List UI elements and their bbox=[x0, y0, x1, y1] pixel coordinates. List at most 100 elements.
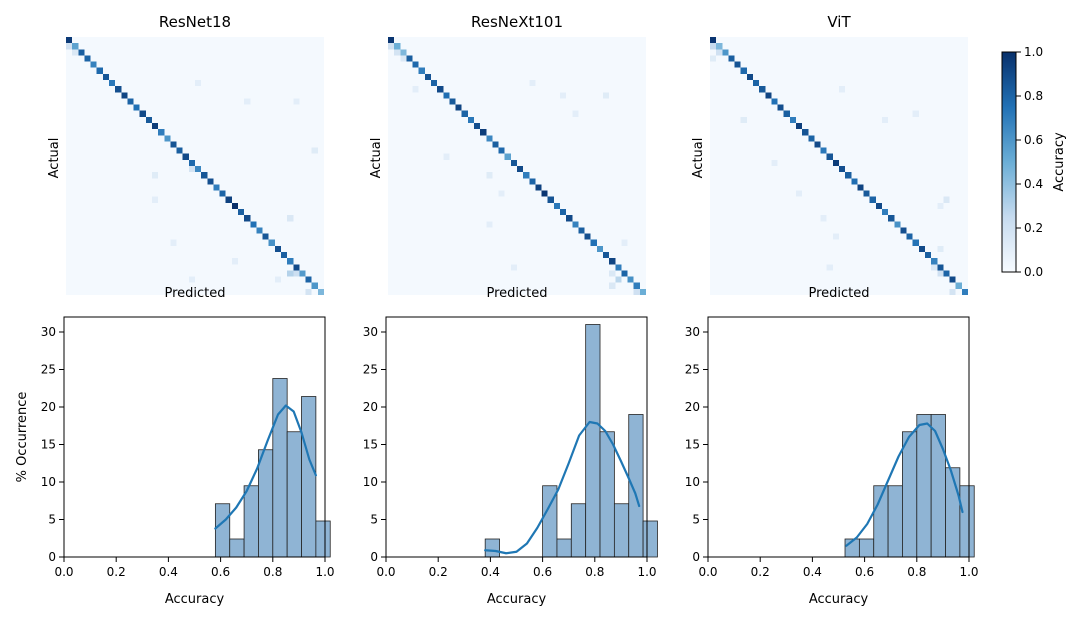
heatmap-diagonal-cell bbox=[590, 239, 597, 246]
heatmap-diagonal-cell bbox=[406, 55, 413, 62]
heatmap-diagonal-cell bbox=[311, 282, 318, 289]
histogram-panel-resnet18: 0.0 0.2 0.4 0.6 0.8 1.0 0 5 10 15 20 25 30 Accuracy bbox=[41, 316, 335, 607]
histogram-bar bbox=[858, 538, 875, 558]
histogram-bar bbox=[556, 538, 572, 558]
heatmap-diagonal-cell bbox=[424, 73, 431, 80]
heatmap-cell bbox=[937, 270, 944, 277]
y-tick-label: 15 bbox=[363, 438, 378, 452]
heatmap-cell bbox=[931, 264, 938, 271]
x-tick-label: 0.8 bbox=[907, 565, 926, 579]
heatmap-diagonal-cell bbox=[740, 67, 747, 74]
heatmap-title: ViT bbox=[827, 13, 851, 31]
x-tick-label: 0.8 bbox=[263, 565, 282, 579]
y-tick-label: 5 bbox=[692, 513, 700, 527]
heatmap-cell bbox=[609, 270, 616, 277]
heatmap-diagonal-cell bbox=[281, 252, 288, 259]
heatmap-cell bbox=[609, 282, 616, 289]
heatmap-diagonal-cell bbox=[152, 123, 159, 130]
histogram-bar bbox=[258, 449, 274, 558]
kde-line bbox=[845, 422, 964, 547]
y-tick-label: 15 bbox=[41, 438, 56, 452]
heatmap-diagonal-cell bbox=[176, 147, 183, 154]
heatmap-cell bbox=[771, 159, 778, 166]
heatmap-diagonal-cell bbox=[615, 264, 622, 271]
heatmap-panel-resnet18: ResNet18 Actual Predicted bbox=[47, 13, 324, 301]
heatmap-diagonal-cell bbox=[535, 184, 542, 191]
heatmap-diagonal-cell bbox=[869, 196, 876, 203]
x-tick-label: 0.0 bbox=[376, 565, 395, 579]
heatmap-diagonal-cell bbox=[857, 184, 864, 191]
heatmap-diagonal-cell bbox=[474, 123, 481, 130]
heatmap-ylabel: Actual bbox=[691, 138, 706, 179]
heatmap-diagonal-cell bbox=[305, 276, 312, 283]
heatmap-cell bbox=[274, 276, 281, 283]
heatmap-diagonal-cell bbox=[449, 98, 456, 105]
heatmap-diagonal-cell bbox=[437, 86, 444, 93]
heatmap-cell bbox=[498, 190, 505, 197]
heatmap-cell bbox=[529, 80, 536, 87]
x-tick-label: 0.0 bbox=[698, 565, 717, 579]
heatmap-cell bbox=[796, 190, 803, 197]
heatmap-cell bbox=[394, 49, 401, 56]
heatmap-diagonal-cell bbox=[207, 178, 214, 185]
heatmap-diagonal-cell bbox=[492, 141, 499, 148]
heatmap-diagonal-cell bbox=[90, 61, 97, 68]
heatmap-cell bbox=[188, 166, 195, 173]
y-tick-label: 30 bbox=[363, 325, 378, 339]
y-tick-label: 0 bbox=[48, 550, 56, 564]
colorbar: 0.0 0.2 0.4 0.6 0.8 1.0 Accuracy bbox=[1001, 45, 1067, 279]
x-tick-label: 0.6 bbox=[855, 565, 874, 579]
heatmap-diagonal-cell bbox=[195, 166, 202, 173]
x-tick-label: 1.0 bbox=[315, 565, 334, 579]
y-tick-label: 20 bbox=[41, 400, 56, 414]
heatmap-diagonal-cell bbox=[274, 245, 281, 252]
heatmap-diagonal-cell bbox=[553, 202, 560, 209]
histogram-bar bbox=[613, 503, 630, 558]
heatmap-diagonal-cell bbox=[832, 159, 839, 166]
histogram-bar bbox=[599, 431, 615, 558]
heatmap-diagonal-cell bbox=[839, 166, 846, 173]
heatmap-diagonal-cell bbox=[814, 141, 821, 148]
heatmap-cell bbox=[188, 276, 195, 283]
heatmap-diagonal-cell bbox=[238, 209, 245, 216]
heatmap-cell bbox=[937, 202, 944, 209]
x-tick-label: 0.2 bbox=[751, 565, 770, 579]
heatmap-diagonal-cell bbox=[925, 252, 932, 259]
heatmap-diagonal-cell bbox=[467, 116, 474, 123]
histogram-bar bbox=[902, 431, 918, 558]
heatmap-cell bbox=[943, 196, 950, 203]
heatmap-diagonal-cell bbox=[851, 178, 858, 185]
histogram-bar bbox=[214, 503, 231, 558]
heatmap-diagonal-cell bbox=[734, 61, 741, 68]
colorbar-tick-label: 1.0 bbox=[1024, 45, 1043, 59]
heatmap-diagonal-cell bbox=[875, 202, 882, 209]
heatmap-diagonal-cell bbox=[882, 209, 889, 216]
x-tick-label: 1.0 bbox=[637, 565, 656, 579]
heatmap-diagonal-cell bbox=[523, 172, 530, 179]
y-tick-label: 25 bbox=[41, 363, 56, 377]
x-tick-label: 0.2 bbox=[429, 565, 448, 579]
colorbar-gradient bbox=[1001, 51, 1017, 273]
heatmap-diagonal-cell bbox=[498, 147, 505, 154]
heatmap-diagonal-cell bbox=[572, 221, 579, 228]
histogram-bar bbox=[642, 520, 658, 558]
heatmap-cell bbox=[710, 43, 717, 50]
heatmap-diagonal-cell bbox=[256, 227, 263, 234]
heatmap-diagonal-cell bbox=[139, 110, 146, 117]
heatmap-diagonal-cell bbox=[164, 135, 171, 142]
heatmap-diagonal-cell bbox=[115, 86, 122, 93]
y-tick-label: 30 bbox=[41, 325, 56, 339]
histogram-bar bbox=[286, 431, 302, 558]
heatmap-title: ResNeXt101 bbox=[471, 13, 563, 31]
heatmap-diagonal-cell bbox=[517, 166, 524, 173]
histogram-bar bbox=[301, 396, 317, 558]
heatmap-diagonal-cell bbox=[639, 288, 646, 295]
heatmap-diagonal-cell bbox=[578, 227, 585, 234]
y-tick-label: 10 bbox=[363, 475, 378, 489]
heatmap-cell bbox=[882, 116, 889, 123]
heatmap-diagonal-cell bbox=[753, 80, 760, 87]
heatmap-cell bbox=[293, 270, 300, 277]
heatmap-diagonal-cell bbox=[262, 233, 269, 240]
heatmap-cell bbox=[621, 239, 628, 246]
heatmap-diagonal-cell bbox=[746, 73, 753, 80]
